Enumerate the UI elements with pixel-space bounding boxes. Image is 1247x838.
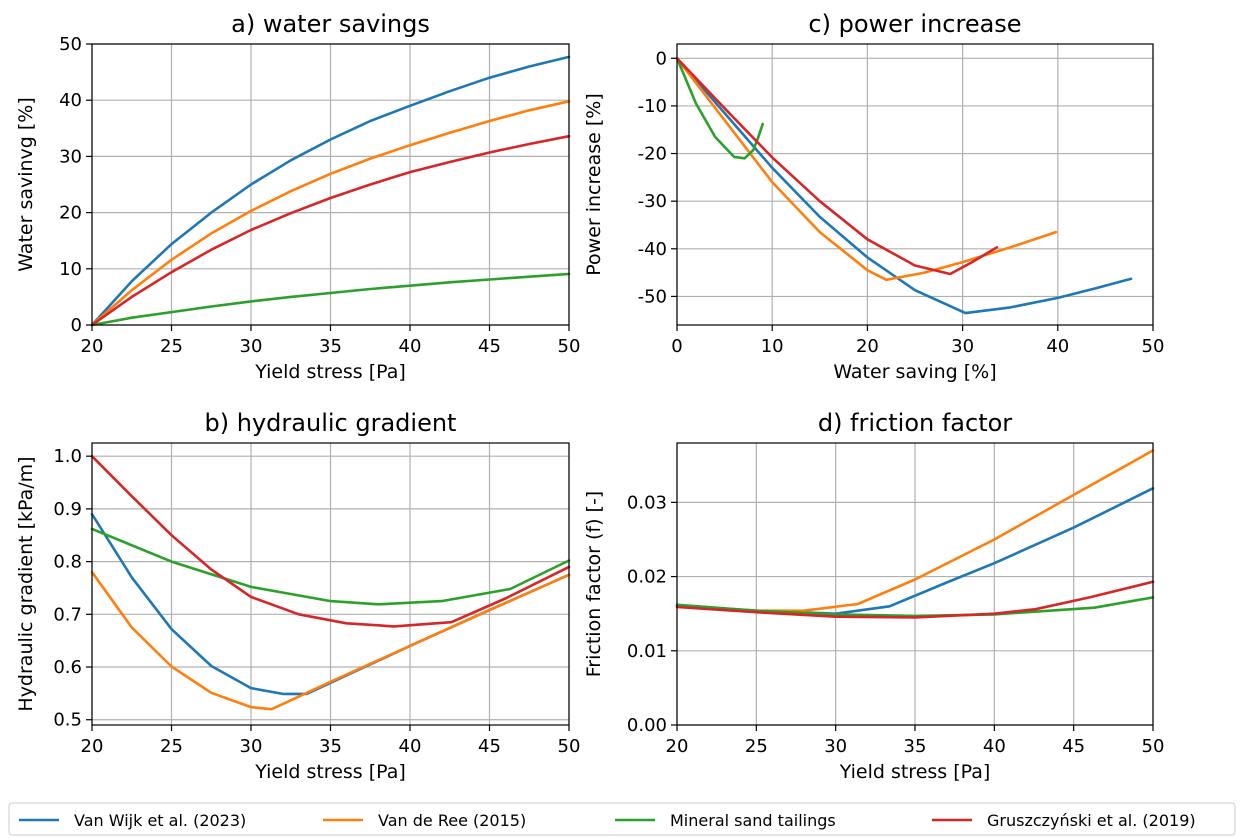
- x-axis-label: Yield stress [Pa]: [839, 761, 991, 783]
- x-tick-label: 40: [399, 736, 422, 757]
- x-tick-label: 35: [319, 736, 342, 757]
- series-line-van-de-ree-2015: [90, 570, 571, 711]
- y-axis-label: Friction factor (f) [-]: [583, 491, 605, 677]
- y-tick-label: 50: [59, 34, 82, 55]
- x-tick-label: 25: [160, 336, 183, 357]
- x-tick-label: 50: [558, 336, 581, 357]
- y-tick-label: 30: [59, 146, 82, 167]
- panel-c: 0 10 20 30 40 50 0 -10 -20 -30 -40 -50 c) power incr…: [583, 10, 1164, 383]
- y-tick-label: 1.0: [53, 446, 82, 467]
- chart-title: d) friction factor: [818, 409, 1012, 437]
- y-tick-label: 40: [59, 90, 82, 111]
- series-line-mineral-sand-tailings: [90, 272, 571, 327]
- legend-entry: Van de Ree (2015): [323, 811, 526, 830]
- chart-title: b) hydraulic gradient: [205, 409, 457, 437]
- y-axis-label: Power increase [%]: [583, 93, 605, 276]
- x-tick-label: 20: [81, 736, 104, 757]
- x-axis-label: Water saving [%]: [833, 361, 996, 383]
- series-line-gruszczy-ski-et-al-2019: [90, 134, 571, 327]
- x-tick-label: 30: [951, 336, 974, 357]
- x-tick-label: 40: [1046, 336, 1069, 357]
- legend-entry: Mineral sand tailings: [615, 811, 836, 830]
- x-tick-label: 30: [824, 736, 847, 757]
- y-tick-label: -20: [638, 144, 667, 165]
- legend-entry: Van Wijk et al. (2023): [19, 811, 246, 830]
- x-tick-label: 30: [240, 736, 263, 757]
- x-tick-label: 20: [666, 736, 689, 757]
- x-tick-label: 20: [81, 336, 104, 357]
- x-tick-label: 50: [1142, 736, 1165, 757]
- series-line-mineral-sand-tailings: [90, 527, 571, 606]
- legend: Van Wijk et al. (2023) Van de Ree (2015)…: [8, 802, 1236, 836]
- y-tick-label: 0.03: [627, 492, 667, 513]
- y-tick-label: 10: [59, 259, 82, 280]
- x-axis-label: Yield stress [Pa]: [254, 361, 406, 383]
- y-tick-label: 0.6: [53, 657, 82, 678]
- y-tick-label: 0: [71, 315, 82, 336]
- y-tick-label: 20: [59, 203, 82, 224]
- y-tick-label: -10: [638, 96, 667, 117]
- x-tick-label: 0: [671, 336, 682, 357]
- legend-label-gruszczynski: Gruszczyński et al. (2019): [987, 811, 1196, 830]
- x-tick-label: 20: [856, 336, 879, 357]
- x-tick-label: 30: [240, 336, 263, 357]
- y-tick-label: 0.01: [627, 641, 667, 662]
- legend-label-van-de-ree: Van de Ree (2015): [378, 811, 526, 830]
- series-line-van-de-ree-2015: [90, 100, 571, 327]
- y-tick-label: -40: [638, 239, 667, 260]
- x-tick-label: 45: [478, 336, 501, 357]
- legend-entry: Gruszczyński et al. (2019): [932, 811, 1196, 830]
- series-line-mineral-sand-tailings: [675, 596, 1155, 618]
- legend-label-van-wijk: Van Wijk et al. (2023): [74, 811, 246, 830]
- chart-title: a) water savings: [231, 10, 430, 38]
- y-tick-label: 0.8: [53, 552, 82, 573]
- y-tick-label: -50: [638, 286, 667, 307]
- x-tick-label: 35: [319, 336, 342, 357]
- series-line-gruszczy-ski-et-al-2019: [675, 57, 999, 276]
- series-line-gruszczy-ski-et-al-2019: [90, 454, 571, 628]
- y-tick-label: 0.7: [53, 604, 82, 625]
- y-tick-label: 0.00: [627, 715, 667, 736]
- series-line-van-wijk-et-al-2023: [675, 57, 1133, 315]
- chart-title: c) power increase: [808, 10, 1021, 38]
- x-tick-label: 35: [904, 736, 927, 757]
- series-line-van-wijk-et-al-2023: [90, 55, 571, 327]
- x-tick-label: 10: [761, 336, 784, 357]
- x-tick-label: 40: [399, 336, 422, 357]
- y-axis-label: Water savinvg [%]: [15, 97, 37, 272]
- y-tick-label: 0.9: [53, 499, 82, 520]
- y-tick-label: 0.02: [627, 567, 667, 588]
- x-tick-label: 25: [745, 736, 768, 757]
- x-tick-label: 50: [558, 736, 581, 757]
- legend-label-mineral-sand: Mineral sand tailings: [670, 811, 836, 830]
- y-tick-label: 0.5: [53, 710, 82, 731]
- x-tick-label: 40: [983, 736, 1006, 757]
- x-tick-label: 25: [160, 736, 183, 757]
- y-tick-label: 0: [656, 48, 667, 69]
- y-tick-label: -30: [638, 191, 667, 212]
- axes-frame: [676, 43, 1154, 326]
- x-tick-label: 45: [478, 736, 501, 757]
- y-axis-label: Hydraulic gradient [kPa/m]: [15, 456, 37, 711]
- series-line-van-de-ree-2015: [675, 57, 1058, 282]
- x-tick-label: 45: [1062, 736, 1085, 757]
- x-tick-label: 50: [1142, 336, 1165, 357]
- series-line-gruszczy-ski-et-al-2019: [675, 580, 1155, 619]
- panel-a: 20 25 30 35 40 45 50 0 10 20 30 40 50 a) water saving…: [15, 10, 580, 383]
- panel-b: 20 25 30 35 40 45 50 0.5 0.6 0.7 0.8 0.9 1.0 b) hydra…: [15, 409, 580, 783]
- panel-d: 20 25 30 35 40 45 50 0.00 0.01 0.02 0.03 d) frictio…: [583, 409, 1164, 783]
- x-axis-label: Yield stress [Pa]: [254, 761, 406, 783]
